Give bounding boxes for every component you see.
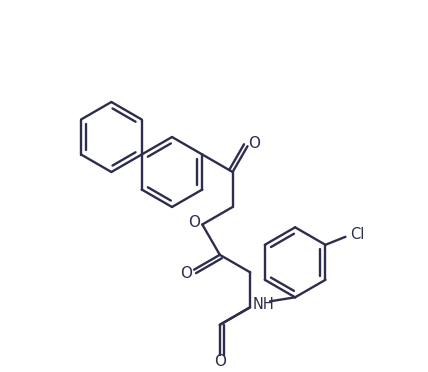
Text: O: O xyxy=(188,215,200,230)
Text: O: O xyxy=(249,136,261,151)
Text: O: O xyxy=(214,354,226,369)
Text: Cl: Cl xyxy=(350,227,365,242)
Text: NH: NH xyxy=(252,297,274,312)
Text: O: O xyxy=(180,266,192,281)
